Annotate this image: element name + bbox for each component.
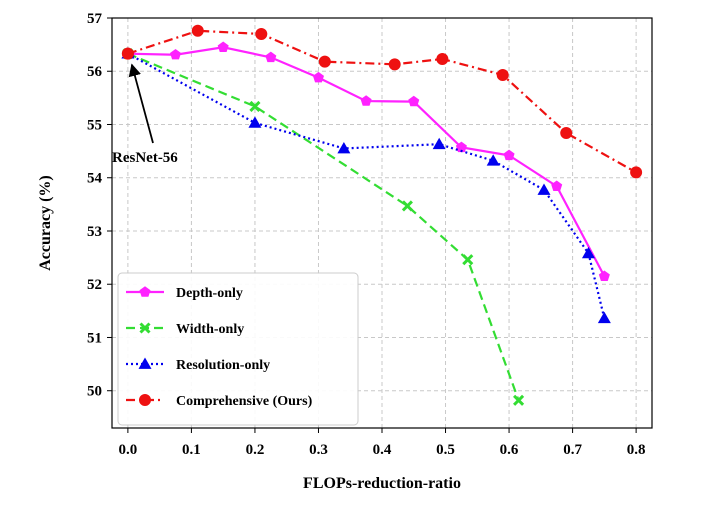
data-point	[248, 116, 262, 128]
y-tick-label: 50	[87, 384, 102, 400]
x-tick-label: 0.6	[500, 442, 519, 458]
x-tick-label: 0.4	[373, 442, 392, 458]
data-point	[630, 166, 643, 179]
y-tick-label: 57	[87, 11, 103, 27]
legend-marker	[138, 357, 152, 369]
data-point	[496, 68, 509, 81]
data-point	[597, 311, 611, 324]
x-tick-label: 0.8	[627, 442, 646, 458]
data-point	[312, 71, 324, 83]
data-point	[191, 24, 204, 37]
legend-marker	[139, 394, 151, 406]
data-point	[337, 141, 351, 154]
data-point	[388, 58, 401, 71]
annotation-arrow	[128, 63, 154, 144]
data-point	[436, 53, 449, 65]
series-line	[127, 52, 520, 401]
data-point	[598, 270, 610, 281]
data-point	[401, 200, 413, 212]
series-line	[127, 52, 606, 319]
x-tick-label: 0.2	[246, 442, 265, 458]
legend-label: Resolution-only	[176, 358, 270, 373]
data-point	[581, 246, 595, 259]
data-point	[503, 149, 515, 161]
y-tick-label: 56	[87, 64, 103, 80]
legend-label: Comprehensive (Ours)	[176, 394, 313, 409]
x-tick-label: 0.3	[309, 442, 328, 458]
y-tick-label: 52	[87, 277, 102, 293]
legend-marker	[139, 286, 151, 297]
y-tick-label: 53	[87, 224, 102, 240]
legend-box	[117, 272, 359, 426]
data-point	[486, 154, 500, 166]
data-point	[170, 48, 182, 60]
series-line	[127, 46, 606, 277]
start-point-marker	[121, 47, 134, 60]
data-point	[255, 27, 268, 40]
data-point	[455, 141, 467, 153]
y-tick-label: 51	[87, 330, 102, 346]
data-point	[265, 51, 277, 63]
data-point	[217, 41, 229, 52]
data-point	[560, 127, 573, 140]
legend-label: Depth-only	[176, 286, 243, 301]
x-axis-label: FLOPs-reduction-ratio	[303, 475, 461, 492]
data-point	[318, 55, 331, 68]
legend: Depth-only Width-only Resolution-only Compr…	[117, 272, 359, 426]
annotation-label: ResNet-56	[112, 150, 178, 166]
legend-marker	[139, 322, 151, 334]
data-point	[360, 95, 372, 106]
y-tick-label: 55	[87, 117, 102, 133]
data-point	[408, 95, 420, 107]
y-axis-label: Accuracy (%)	[37, 175, 54, 271]
data-point	[249, 100, 261, 112]
data-point	[513, 394, 525, 406]
y-tick-label: 54	[87, 171, 103, 187]
annotation: ResNet-56	[112, 63, 178, 166]
legend-label: Width-only	[176, 322, 244, 337]
data-point	[432, 137, 446, 150]
series-depth-only	[122, 41, 610, 281]
series-layer	[121, 24, 643, 406]
x-tick-label: 0.5	[436, 442, 455, 458]
grid	[112, 17, 652, 428]
x-tick-label: 0.7	[563, 442, 582, 458]
axis-ticks: 0.0 0.1 0.2 0.3 0.4 0.5 0.6 0.7 0.8 50 51 52 53 54 55 5…	[87, 11, 645, 458]
series-line	[127, 29, 637, 174]
data-point	[551, 180, 563, 191]
data-point	[462, 254, 474, 266]
x-tick-label: 0.1	[182, 442, 201, 458]
x-tick-label: 0.0	[119, 442, 138, 458]
data-point	[537, 183, 551, 195]
